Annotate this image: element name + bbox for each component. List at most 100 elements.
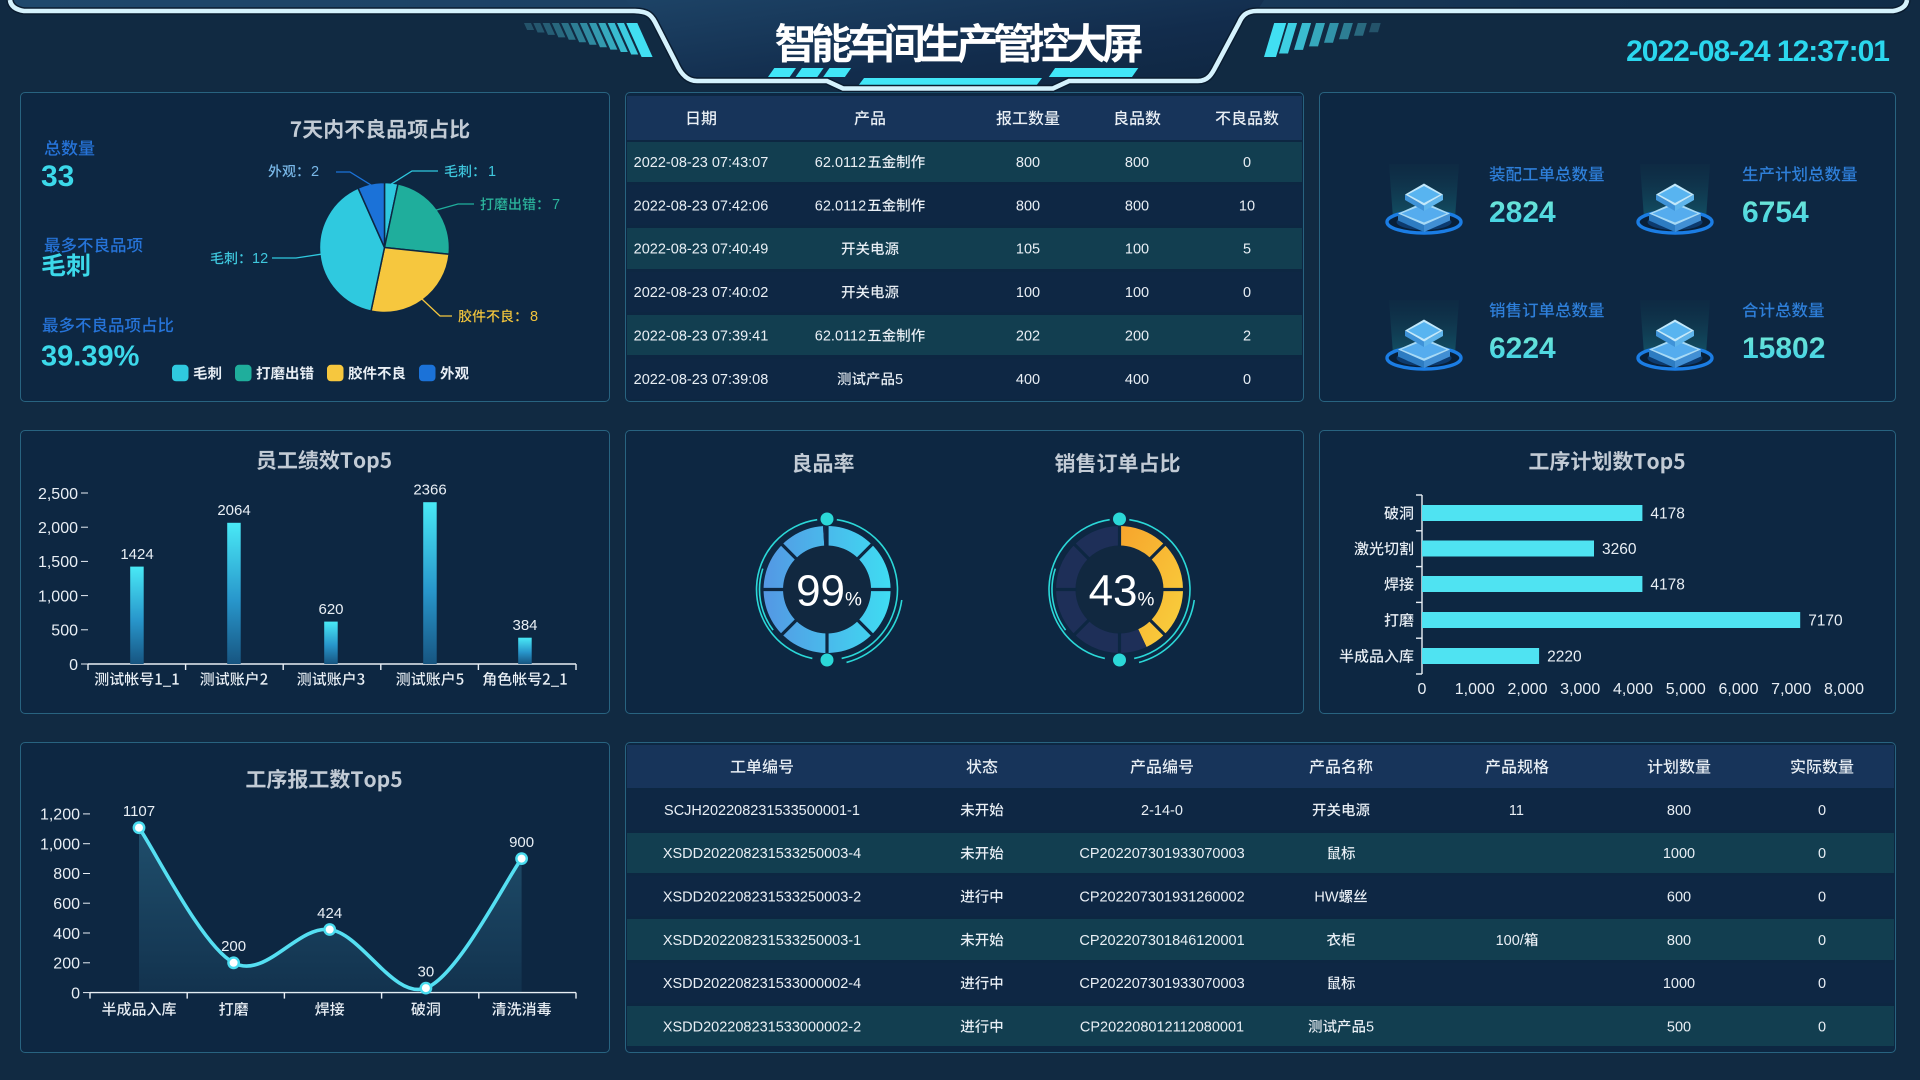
svg-text:2: 2: [311, 164, 319, 180]
svg-text:500: 500: [1667, 1019, 1691, 1035]
svg-text:XSDD202208231533250003-1: XSDD202208231533250003-1: [663, 933, 861, 949]
svg-text:XSDD202208231533000002-4: XSDD202208231533000002-4: [663, 976, 861, 992]
svg-text:1,000: 1,000: [38, 588, 78, 605]
svg-text:800: 800: [53, 866, 80, 883]
svg-text:30: 30: [418, 964, 435, 981]
svg-text:800: 800: [1125, 198, 1149, 214]
svg-text:1000: 1000: [1663, 846, 1695, 862]
svg-text:100: 100: [1125, 285, 1149, 301]
svg-text:0: 0: [1818, 976, 1826, 992]
svg-text:500: 500: [51, 623, 78, 640]
svg-text:1107: 1107: [123, 803, 155, 820]
svg-text:SCJH202208231533500001-1: SCJH202208231533500001-1: [664, 803, 860, 819]
svg-text:100: 100: [1016, 285, 1040, 301]
svg-text:100/: 100/: [1496, 933, 1525, 949]
svg-text:2022-08-24 12:37:01: 2022-08-24 12:37:01: [1626, 35, 1889, 68]
svg-text:0: 0: [1818, 846, 1826, 862]
svg-text:2022-08-23 07:39:41: 2022-08-23 07:39:41: [634, 329, 769, 345]
svg-text:HW: HW: [1314, 890, 1338, 906]
svg-text:2022-08-23 07:42:06: 2022-08-23 07:42:06: [634, 198, 769, 214]
svg-text:CP202207301931260002: CP202207301931260002: [1079, 890, 1244, 906]
svg-text:2220: 2220: [1547, 649, 1582, 666]
svg-text:4178: 4178: [1650, 577, 1684, 594]
svg-text:0: 0: [1243, 155, 1251, 171]
svg-text:2022-08-23 07:40:02: 2022-08-23 07:40:02: [634, 285, 769, 301]
svg-text:3260: 3260: [1602, 541, 1637, 558]
svg-text:400: 400: [1125, 372, 1149, 388]
svg-text:15802: 15802: [1742, 332, 1825, 365]
svg-text:62.0112: 62.0112: [815, 198, 866, 214]
svg-text:0: 0: [1243, 372, 1251, 388]
svg-text:5: 5: [1366, 1019, 1374, 1035]
svg-text:200: 200: [53, 956, 80, 973]
svg-text:0: 0: [1818, 803, 1826, 819]
svg-text:800: 800: [1016, 155, 1040, 171]
svg-text:1: 1: [488, 164, 496, 180]
svg-text:1,000: 1,000: [1455, 681, 1495, 698]
svg-text:105: 105: [1016, 242, 1040, 258]
svg-text:0: 0: [1418, 681, 1427, 698]
svg-text:800: 800: [1667, 803, 1691, 819]
svg-text:2022-08-23 07:43:07: 2022-08-23 07:43:07: [634, 155, 769, 171]
svg-text:400: 400: [1016, 372, 1040, 388]
svg-text:2,500: 2,500: [38, 486, 78, 503]
svg-text:2022-08-23 07:40:49: 2022-08-23 07:40:49: [634, 242, 769, 258]
svg-text:200: 200: [221, 938, 246, 955]
svg-text:600: 600: [1667, 890, 1691, 906]
svg-text:62.0112: 62.0112: [815, 329, 866, 345]
svg-text:2: 2: [1243, 329, 1251, 345]
svg-text:6224: 6224: [1489, 332, 1556, 365]
svg-text:2,000: 2,000: [38, 520, 78, 537]
svg-text:600: 600: [53, 896, 80, 913]
svg-text:800: 800: [1016, 198, 1040, 214]
svg-text:900: 900: [509, 834, 534, 851]
svg-text:2366: 2366: [413, 482, 446, 499]
svg-text:11: 11: [1509, 803, 1524, 819]
svg-text:8: 8: [530, 309, 538, 325]
svg-text:800: 800: [1125, 155, 1149, 171]
svg-text:CP202207301933070003: CP202207301933070003: [1079, 846, 1244, 862]
svg-text:CP202208012112080001: CP202208012112080001: [1080, 1019, 1244, 1035]
svg-text:0: 0: [1243, 285, 1251, 301]
svg-text:62.0112: 62.0112: [815, 155, 866, 171]
svg-text:620: 620: [318, 601, 343, 618]
svg-text:2-14-0: 2-14-0: [1141, 803, 1183, 819]
svg-text:7,000: 7,000: [1771, 681, 1811, 698]
svg-text:5,000: 5,000: [1666, 681, 1706, 698]
svg-text:0: 0: [71, 985, 80, 1002]
svg-text:0: 0: [1818, 933, 1826, 949]
svg-text:2022-08-23 07:39:08: 2022-08-23 07:39:08: [634, 372, 769, 388]
svg-text:4,000: 4,000: [1613, 681, 1653, 698]
svg-text:6,000: 6,000: [1718, 681, 1758, 698]
svg-text:0: 0: [1818, 1019, 1826, 1035]
svg-text:7: 7: [552, 197, 560, 213]
svg-text:39.39%: 39.39%: [41, 340, 140, 372]
svg-text:XSDD202208231533250003-4: XSDD202208231533250003-4: [663, 846, 861, 862]
svg-text:3,000: 3,000: [1560, 681, 1600, 698]
svg-text:100: 100: [1125, 242, 1149, 258]
svg-text:5: 5: [1243, 242, 1251, 258]
svg-text:0: 0: [69, 657, 78, 674]
svg-text:1,500: 1,500: [38, 554, 78, 571]
svg-text:XSDD202208231533000002-2: XSDD202208231533000002-2: [663, 1019, 861, 1035]
svg-text:424: 424: [317, 905, 342, 922]
svg-text:200: 200: [1125, 329, 1149, 345]
svg-text:5: 5: [895, 372, 903, 388]
svg-text:202: 202: [1016, 329, 1040, 345]
svg-text:2824: 2824: [1489, 196, 1556, 229]
svg-text:0: 0: [1818, 890, 1826, 906]
svg-text:10: 10: [1239, 198, 1255, 214]
svg-text:2,000: 2,000: [1507, 681, 1547, 698]
svg-text:CP202207301933070003: CP202207301933070003: [1079, 976, 1244, 992]
svg-text:4178: 4178: [1650, 506, 1684, 523]
svg-text:800: 800: [1667, 933, 1691, 949]
svg-text:33: 33: [41, 160, 74, 193]
svg-text:400: 400: [53, 926, 80, 943]
svg-text:1,200: 1,200: [40, 807, 80, 824]
svg-text:1,000: 1,000: [40, 836, 80, 853]
svg-text:8,000: 8,000: [1824, 681, 1864, 698]
svg-text:6754: 6754: [1742, 196, 1809, 229]
svg-text:CP202207301846120001: CP202207301846120001: [1079, 933, 1244, 949]
svg-text:384: 384: [512, 617, 537, 634]
svg-text:2064: 2064: [217, 502, 250, 519]
